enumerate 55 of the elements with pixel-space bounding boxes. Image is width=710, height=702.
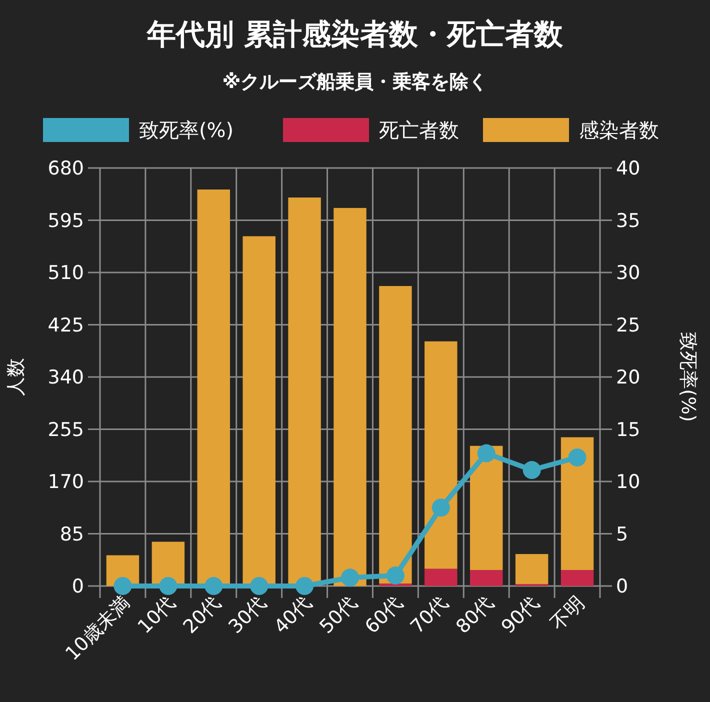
y2-axis-title: 致死率(%) — [677, 332, 699, 422]
y-tick-label: 340 — [48, 366, 84, 389]
bar — [560, 437, 594, 570]
y-tick-label: 255 — [48, 418, 84, 441]
y2-tick-label: 5 — [616, 523, 628, 546]
y2-tick-label: 0 — [616, 576, 628, 598]
x-tick-label: 40代 — [270, 592, 316, 638]
point — [250, 577, 268, 595]
x-tick-label: 90代 — [497, 592, 544, 638]
x-tick-label: 10代 — [134, 592, 180, 638]
x-tick-label: 60代 — [360, 592, 407, 638]
bar — [560, 570, 594, 586]
bar — [424, 568, 458, 586]
x-tick-label: 80代 — [452, 592, 498, 638]
y2-tick-label: 35 — [616, 210, 640, 232]
legend-label: 感染者数 — [579, 118, 659, 142]
bar — [379, 286, 412, 584]
legend-label: 致死率(%) — [139, 118, 234, 142]
y2-tick-label: 40 — [616, 158, 640, 180]
bar — [515, 554, 548, 584]
bar — [424, 341, 458, 569]
point — [477, 444, 496, 462]
point — [386, 566, 404, 585]
y-tick-label: 595 — [48, 210, 84, 232]
point — [114, 577, 132, 595]
y2-tick-label: 10 — [616, 471, 640, 494]
y2-tick-label: 30 — [616, 262, 640, 284]
point — [296, 577, 314, 595]
x-tick-label: 50代 — [315, 592, 362, 638]
y-tick-label: 85 — [60, 523, 84, 546]
point — [159, 577, 178, 595]
x-tick-label: 30代 — [224, 592, 271, 638]
y2-tick-label: 25 — [616, 314, 640, 336]
point — [432, 498, 450, 517]
bar — [470, 446, 503, 570]
chart-subtitle: ※クルーズ船乗員・乗客を除く — [222, 71, 488, 93]
bar — [334, 208, 366, 586]
point — [568, 448, 586, 466]
point — [204, 577, 223, 595]
bar — [288, 198, 321, 586]
bar — [470, 570, 503, 586]
x-tick-label: 20代 — [179, 592, 226, 638]
y-tick-label: 170 — [48, 471, 84, 494]
y-tick-label: 510 — [48, 262, 84, 284]
y-axis-title: 人数 — [5, 358, 27, 396]
y2-tick-label: 15 — [616, 418, 640, 441]
legend-label: 死亡者数 — [379, 118, 459, 142]
x-tick-label: 不明 — [546, 592, 589, 634]
chart-title: 年代別 累計感染者数・死亡者数 — [146, 17, 564, 51]
point — [522, 461, 541, 480]
y-tick-label: 680 — [48, 158, 84, 180]
y-tick-label: 425 — [48, 314, 84, 336]
x-tick-label: 70代 — [406, 592, 452, 638]
point — [341, 568, 359, 587]
y2-tick-label: 20 — [616, 366, 640, 389]
